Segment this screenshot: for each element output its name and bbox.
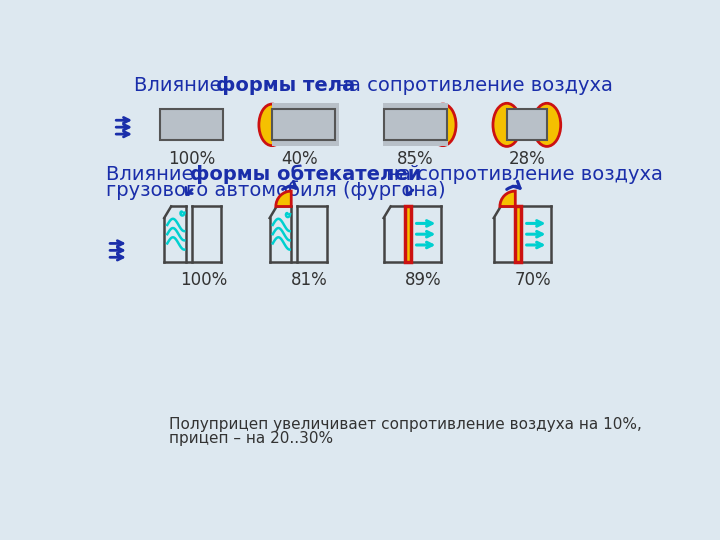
Text: на сопротивление воздуха: на сопротивление воздуха	[330, 76, 613, 96]
Text: 100%: 100%	[168, 150, 215, 167]
Bar	[384, 110, 447, 140]
Bar	[383, 103, 448, 146]
Ellipse shape	[259, 104, 285, 146]
Text: Полуприцеп увеличивает сопротивление воздуха на 10%,: Полуприцеп увеличивает сопротивление воз…	[168, 417, 642, 433]
Text: 70%: 70%	[515, 271, 552, 289]
Bar	[405, 206, 411, 262]
Text: 85%: 85%	[397, 150, 433, 167]
Text: формы обтекателей: формы обтекателей	[189, 165, 421, 185]
Text: Влияние: Влияние	[106, 165, 199, 184]
Text: 40%: 40%	[282, 150, 318, 167]
Wedge shape	[276, 191, 291, 206]
Bar	[272, 103, 339, 146]
Text: Влияние: Влияние	[134, 76, 228, 96]
Text: на сопротивление воздуха: на сопротивление воздуха	[379, 165, 662, 184]
Ellipse shape	[533, 103, 561, 146]
Text: 89%: 89%	[405, 271, 441, 289]
Bar	[516, 206, 521, 262]
Text: 100%: 100%	[180, 271, 227, 289]
Text: 81%: 81%	[291, 271, 328, 289]
Bar	[161, 110, 223, 140]
Text: формы тела: формы тела	[216, 76, 355, 96]
Ellipse shape	[430, 104, 456, 146]
Ellipse shape	[493, 103, 521, 146]
Text: 28%: 28%	[508, 150, 545, 167]
Text: грузового автомобиля (фургона): грузового автомобиля (фургона)	[106, 180, 445, 200]
Text: прицеп – на 20..30%: прицеп – на 20..30%	[168, 430, 333, 445]
Bar	[507, 110, 547, 140]
Wedge shape	[500, 191, 516, 206]
Bar	[272, 110, 335, 140]
